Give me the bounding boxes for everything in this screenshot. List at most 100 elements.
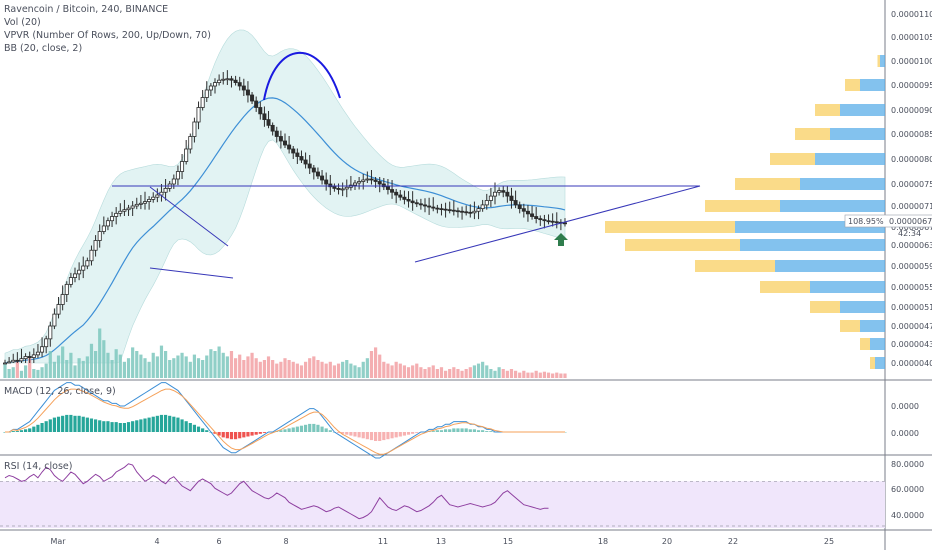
vpvr-up-bar: [775, 260, 885, 272]
candle-body: [23, 356, 28, 360]
candle-body: [497, 190, 502, 193]
candle-body: [40, 346, 45, 353]
volume-bar: [546, 372, 551, 378]
candle-body: [365, 178, 370, 181]
volume-bar: [147, 361, 151, 378]
candle-body: [27, 356, 32, 358]
candle-body: [538, 218, 543, 221]
macd-histogram-bar: [221, 432, 225, 438]
macd-histogram-bar: [126, 422, 131, 432]
volume-bar: [32, 369, 36, 378]
volume-bar: [56, 355, 61, 378]
macd-histogram-bar: [15, 431, 19, 432]
vpvr-up-bar: [740, 239, 885, 251]
candle-body: [118, 210, 123, 214]
macd-histogram-bar: [217, 432, 221, 436]
candle-body: [336, 187, 341, 190]
macd-histogram-bar: [411, 432, 415, 434]
macd-histogram-bar: [188, 423, 192, 432]
volume-bar: [357, 367, 361, 378]
volume-bar: [522, 370, 526, 378]
volume-bar: [518, 372, 522, 378]
volume-bar: [172, 358, 176, 378]
time-tick-label: 13: [436, 537, 446, 546]
volume-bar: [176, 355, 180, 378]
candle-body: [73, 273, 78, 278]
candle-body: [110, 216, 115, 222]
candle-body: [163, 187, 168, 193]
price-badge-box: [844, 214, 932, 228]
volume-bar: [509, 369, 514, 378]
volume-bar: [7, 369, 11, 378]
volume-bar: [40, 367, 44, 378]
candle-body: [208, 85, 213, 91]
price-badge-value: 0.00000677: [889, 217, 932, 226]
volume-bar: [345, 360, 349, 378]
volume-bar: [201, 360, 205, 378]
macd-histogram-bar: [341, 432, 345, 434]
vpvr-down-bar: [870, 357, 875, 369]
volume-bar: [443, 370, 448, 378]
candle-body: [192, 121, 197, 137]
macd-histogram-bar: [394, 432, 398, 438]
candle-body: [435, 207, 440, 210]
volume-bar: [431, 365, 435, 378]
macd-histogram-bar: [349, 432, 353, 436]
volume-bar: [180, 352, 184, 378]
macd-histogram-bar: [93, 419, 98, 432]
volume-bar: [493, 370, 497, 378]
volume-bar: [481, 361, 485, 378]
candle-body: [447, 209, 452, 212]
candle-body: [217, 79, 222, 83]
macd-histogram-bar: [476, 430, 481, 432]
volume-bar: [505, 370, 509, 378]
candle-body: [97, 231, 102, 241]
macd-histogram-bar: [402, 432, 407, 436]
volume-bar: [85, 356, 89, 378]
volume-bars: [3, 328, 567, 378]
macd-histogram-bar: [163, 414, 168, 432]
volume-bar: [497, 367, 501, 378]
time-tick-label: 4: [154, 537, 159, 546]
vpvr-down-bar: [815, 104, 840, 116]
volume-bar: [369, 351, 374, 378]
volume-bar: [382, 361, 386, 378]
candle-body: [3, 362, 8, 365]
macd-histogram-bar: [443, 429, 448, 432]
candle-body: [85, 260, 90, 267]
vpvr-down-bar: [770, 153, 815, 165]
volume-bar: [559, 373, 563, 378]
volume-bar: [81, 360, 85, 378]
macd-histogram-bar: [85, 417, 89, 432]
volume-bar: [217, 346, 221, 378]
vpvr-down-bar: [877, 55, 880, 67]
volume-bar: [155, 356, 159, 378]
vpvr-up-bar: [830, 128, 885, 140]
macd-histogram-bar: [147, 417, 151, 432]
volume-bar: [365, 358, 369, 378]
volume-bar: [324, 363, 328, 378]
vpvr-down-bar: [605, 221, 735, 233]
macd-histogram-bar: [159, 414, 164, 432]
macd-histogram-bar: [118, 423, 122, 432]
candle-body: [414, 202, 419, 205]
candle-body: [105, 220, 110, 227]
volume-bar: [279, 361, 283, 378]
volume-bar: [534, 370, 538, 378]
candle-body: [56, 304, 61, 315]
candle-body: [315, 171, 320, 177]
candle-body: [476, 208, 481, 212]
candle-body: [525, 210, 530, 215]
volume-bar: [271, 360, 275, 378]
volume-bar: [460, 370, 464, 378]
candle-body: [11, 359, 16, 363]
candle-body: [291, 148, 296, 154]
volume-bar: [308, 358, 312, 378]
